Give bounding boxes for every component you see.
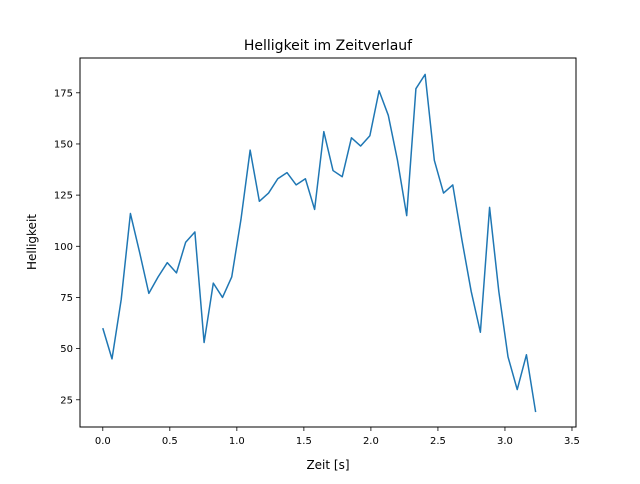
x-tick-label: 1.5 — [296, 436, 312, 447]
chart-title: Helligkeit im Zeitverlauf — [244, 38, 413, 54]
y-tick-label: 50 — [60, 344, 73, 355]
x-tick-label: 2.5 — [430, 436, 446, 447]
x-tick-label: 1.0 — [229, 436, 245, 447]
y-tick-label: 150 — [54, 139, 73, 150]
x-tick-label: 2.0 — [363, 436, 379, 447]
y-tick-label: 25 — [60, 395, 73, 406]
x-axis-label: Zeit [s] — [306, 458, 349, 472]
y-tick-label: 125 — [54, 191, 73, 202]
y-tick-label: 175 — [54, 88, 73, 99]
y-axis-label: Helligkeit — [25, 214, 39, 270]
x-tick-label: 0.0 — [95, 436, 111, 447]
x-tick-label: 3.0 — [497, 436, 513, 447]
x-tick-label: 0.5 — [162, 436, 178, 447]
x-tick-label: 3.5 — [564, 436, 580, 447]
y-tick-label: 100 — [54, 242, 73, 253]
y-tick-label: 75 — [60, 293, 73, 304]
